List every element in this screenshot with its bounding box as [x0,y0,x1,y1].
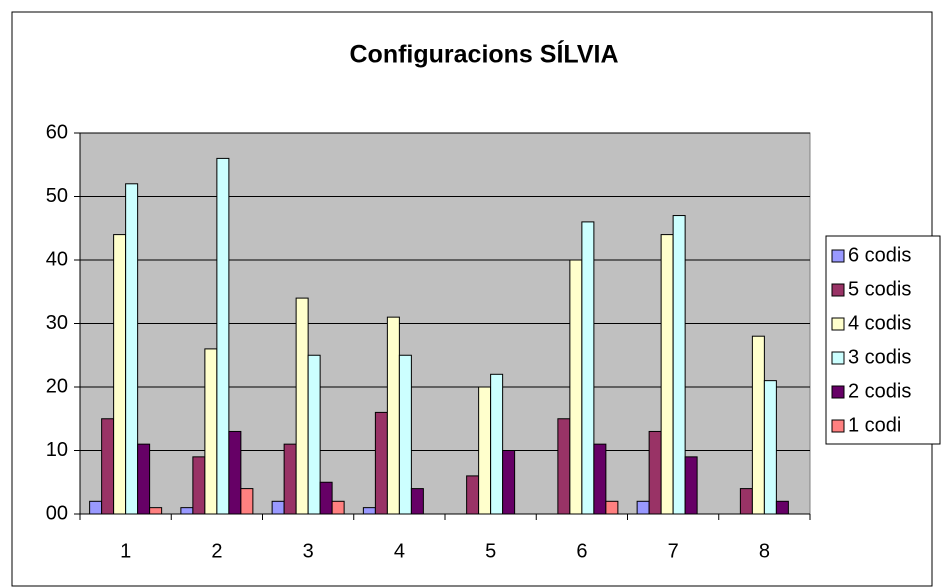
bar [648,430,662,515]
bar [374,411,388,515]
bar [101,418,115,515]
x-tick-label: 8 [759,540,770,562]
bar [216,157,230,515]
bar [581,221,595,515]
x-tick-label: 5 [485,540,496,562]
bar [271,500,285,515]
bar [228,430,242,515]
bar [192,456,206,515]
bar [684,456,698,515]
y-tick-label: 10 [46,439,68,461]
y-tick-label: 40 [46,248,68,270]
y-tick-label: 20 [46,375,68,397]
bar [557,418,571,515]
bar [605,500,619,515]
bar [660,234,674,515]
bar [593,443,607,515]
bar [180,507,194,515]
bar [283,443,297,515]
x-tick-label: 4 [394,540,405,562]
y-tick-label: 50 [46,185,68,207]
legend-label: 6 codis [848,244,911,266]
bar [125,183,139,515]
bar [149,507,163,515]
bar [89,500,103,515]
bar [386,316,400,515]
legend-swatch [831,419,845,433]
bar [331,500,345,515]
x-tick-label: 3 [303,540,314,562]
legend-label: 2 codis [848,380,911,402]
y-tick-label: 60 [46,121,68,143]
bar [490,373,504,515]
bar [569,259,583,515]
bar [751,335,765,515]
legend-swatch [831,317,845,331]
legend-swatch [831,249,845,263]
bar [113,234,127,515]
chart-title: Configuracions SÍLVIA [350,40,619,69]
bar [362,507,376,515]
bar [307,354,321,515]
x-tick-label: 6 [576,540,587,562]
legend-label: 4 codis [848,312,911,334]
bar [410,488,424,515]
bar [398,354,412,515]
bar [478,386,492,515]
y-tick-label: 30 [46,312,68,334]
x-tick-label: 1 [120,540,131,562]
legend-box [825,235,941,445]
bar [319,481,333,515]
legend-swatch [831,385,845,399]
bar [204,348,218,515]
bar [466,475,480,515]
legend-swatch [831,351,845,365]
bar [502,450,516,515]
bar [295,297,309,515]
bar [636,500,650,515]
bar [240,488,254,515]
legend-label: 1 codi [848,414,901,436]
legend-swatch [831,283,845,297]
bar [763,380,777,515]
bar [739,488,753,515]
bar [775,500,789,515]
legend-label: 3 codis [848,346,911,368]
x-tick-label: 2 [211,540,222,562]
x-tick-label: 7 [668,540,679,562]
legend-label: 5 codis [848,278,911,300]
bar [137,443,151,515]
bar [672,215,686,515]
y-tick-label: 00 [46,502,68,524]
